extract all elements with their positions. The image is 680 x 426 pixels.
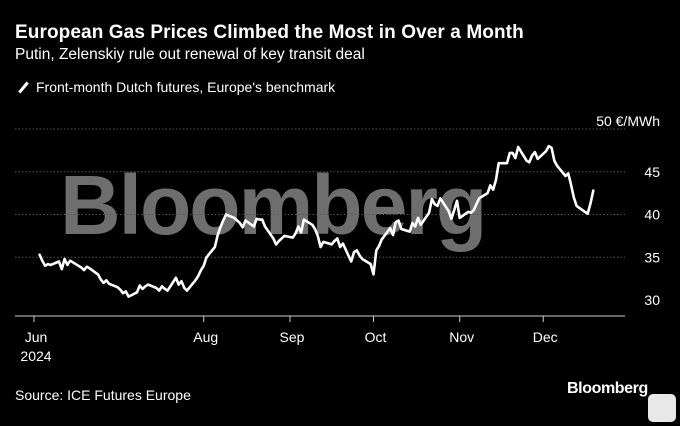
x-axis: Jun 2024 Aug Sep Oct Nov Dec [15,315,625,364]
legend-label: Front-month Dutch futures, Europe's benc… [36,79,336,95]
x-tick-year-label: 2024 [20,348,51,364]
y-tick-label: 45 [644,164,660,180]
source-note: Source: ICE Futures Europe [15,387,191,403]
y-unit-label: 50 €/MWh [596,113,660,129]
gridlines [15,128,625,258]
x-tick-label: Jun [25,329,48,345]
y-tick-label: 40 [644,207,660,223]
y-tick-label: 35 [644,249,660,265]
x-tick-label: Sep [280,329,305,345]
watermark-text: Bloomberg [60,158,485,252]
chart-title: European Gas Prices Climbed the Most in … [15,22,524,43]
legend: Front-month Dutch futures, Europe's benc… [15,79,335,95]
series-layer [38,144,595,298]
series-line [38,144,595,298]
y-tick-label: 30 [644,292,660,308]
x-tick-label: Oct [365,329,387,345]
x-tick-label: Aug [193,329,218,345]
y-axis: 30 35 40 45 50 €/MWh [596,113,660,308]
x-tick-label: Nov [449,329,474,345]
chart-subtitle: Putin, Zelenskiy rule out renewal of key… [15,46,365,63]
brand-logo-text: Bloomberg [567,380,648,397]
corner-logo-icon [648,394,676,422]
x-tick-label: Dec [533,329,558,345]
